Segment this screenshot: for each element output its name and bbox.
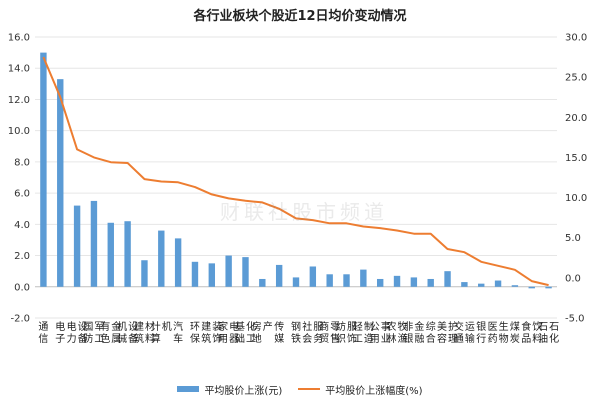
- category-label: 国防军工: [83, 321, 104, 345]
- bar: [545, 286, 552, 289]
- y-right-tick-label: 0.0: [565, 273, 581, 284]
- bar: [107, 222, 114, 287]
- y-right-tick-label: 25.0: [565, 73, 587, 84]
- y-right-tick-label: 5.0: [565, 233, 581, 244]
- category-label: 通信: [38, 321, 48, 345]
- category-label: 商贸零售: [319, 320, 340, 345]
- category-label: 煤炭: [510, 320, 520, 345]
- category-label: 银行: [476, 320, 486, 345]
- series-line: [42, 56, 549, 287]
- y-left-tick-label: -2.0: [10, 314, 30, 325]
- bar: [444, 271, 451, 287]
- category-label: 食品饮料: [521, 320, 542, 345]
- category-label: 电力设备: [67, 320, 88, 345]
- y-left-tick-label: 8.0: [14, 157, 30, 168]
- legend-line-swatch: [298, 388, 321, 390]
- category-label: 汽车: [173, 320, 183, 345]
- bar: [242, 257, 249, 287]
- y-right-tick-label: -5.0: [565, 314, 585, 325]
- bar: [40, 52, 47, 287]
- category-label: 家用电器: [218, 320, 239, 345]
- bar: [326, 274, 333, 287]
- bar: [275, 264, 283, 287]
- bar: [511, 285, 519, 287]
- y-left-tick-label: 12.0: [8, 95, 30, 106]
- category-label: 有色金属: [100, 320, 121, 345]
- bar: [174, 238, 182, 287]
- category-label: 电子: [55, 320, 65, 345]
- category-label: 建筑装饰: [201, 320, 222, 345]
- bar: [259, 278, 266, 287]
- bar: [393, 275, 401, 287]
- y-left-tick-label: 2.0: [14, 251, 30, 262]
- category-label: 农林牧渔: [387, 320, 408, 345]
- category-label: 机械设备: [117, 320, 138, 345]
- category-label: 美容护理: [437, 320, 458, 345]
- bar: [309, 266, 317, 287]
- category-label: 综合: [426, 320, 436, 345]
- y-right-tick-label: 30.0: [565, 33, 587, 44]
- bar: [225, 255, 232, 287]
- category-label: 轻工制造: [353, 320, 374, 345]
- category-label: 基础化工: [235, 320, 256, 345]
- bar: [158, 230, 165, 287]
- category-label: 交通运输: [454, 320, 475, 345]
- y-right-tick-label: 20.0: [565, 113, 587, 124]
- category-label: 计算机: [151, 320, 172, 345]
- legend-item-bar: 平均股价上涨(元): [177, 382, 282, 397]
- y-left-tick-label: 6.0: [14, 189, 30, 200]
- bar: [410, 277, 418, 287]
- bar: [141, 260, 148, 287]
- watermark: 财联社股市频道: [220, 200, 388, 224]
- chart-title: 各行业板块个股近12日均价变动情况: [193, 9, 407, 24]
- category-label: 公用事业: [370, 320, 391, 345]
- y-left-tick-label: 0.0: [14, 282, 30, 293]
- bar: [191, 261, 199, 287]
- category-label: 石油石化: [538, 322, 559, 345]
- y-left-tick-label: 10.0: [8, 126, 30, 137]
- bar: [57, 79, 64, 287]
- category-label: 环保: [190, 322, 200, 345]
- category-label: 建筑材料: [134, 320, 155, 345]
- bar: [208, 263, 216, 287]
- bar: [73, 205, 81, 287]
- legend-bar-swatch: [177, 386, 200, 392]
- bar: [343, 274, 350, 287]
- bar: [292, 277, 300, 287]
- y-left-tick-label: 16.0: [8, 33, 30, 44]
- y-left-tick-label: 4.0: [14, 220, 30, 231]
- bar: [376, 278, 384, 287]
- category-label: 非银金融: [403, 320, 424, 345]
- bar: [124, 221, 131, 287]
- bar: [494, 280, 502, 287]
- legend-item-line: 平均股价上涨幅度(%): [298, 382, 423, 397]
- legend: 平均股价上涨(元) 平均股价上涨幅度(%): [0, 381, 600, 397]
- category-label: 钢铁: [291, 320, 301, 345]
- legend-bar-label: 平均股价上涨(元): [204, 385, 283, 397]
- bar: [528, 286, 535, 289]
- y-right-tick-label: 10.0: [565, 193, 587, 204]
- bar: [90, 200, 98, 287]
- y-right-tick-label: 15.0: [565, 153, 587, 164]
- bar: [427, 278, 434, 287]
- category-label: 纺织服饰: [336, 320, 357, 345]
- bar: [461, 282, 468, 287]
- bar: [360, 269, 367, 287]
- bar: [478, 283, 485, 287]
- category-label: 传媒: [274, 321, 284, 345]
- y-left-tick-label: 14.0: [8, 64, 30, 75]
- legend-line-label: 平均股价上涨幅度(%): [325, 385, 423, 397]
- category-label: 房地产: [252, 320, 273, 345]
- category-label: 社会服务: [302, 320, 323, 345]
- category-label: 医药生物: [488, 320, 509, 345]
